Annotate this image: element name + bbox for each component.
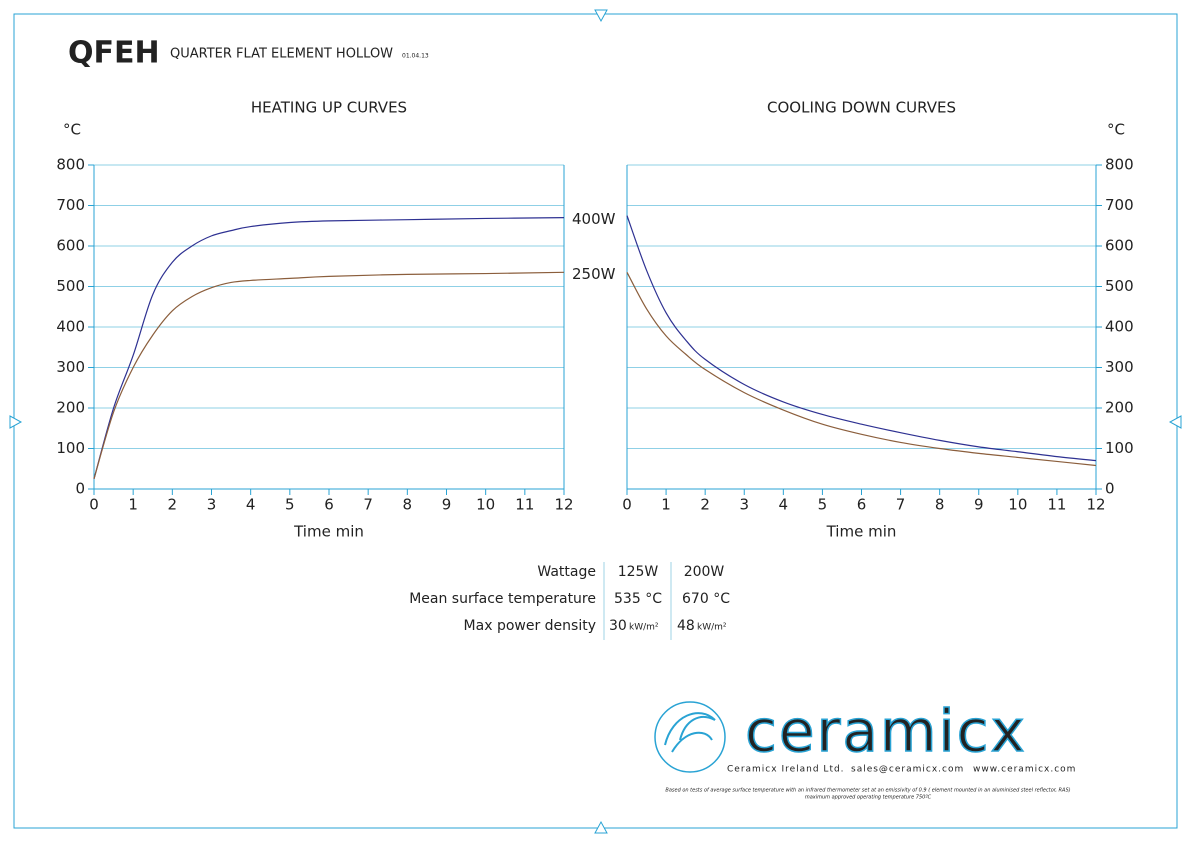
y-tick-label: 600 <box>56 237 85 255</box>
x-axis-label: Time min <box>293 523 364 541</box>
chart-title: HEATING UP CURVES <box>251 99 407 117</box>
y-tick-label: 800 <box>56 156 85 174</box>
subtitle: QUARTER FLAT ELEMENT HOLLOW <box>170 47 393 62</box>
unit: kW/m² <box>697 623 727 633</box>
cell: 30 <box>609 618 627 634</box>
row-label: Max power density <box>464 618 596 634</box>
note: Based on tests of average surface temper… <box>665 788 1070 794</box>
x-tick-label: 1 <box>128 496 138 514</box>
x-tick-label: 4 <box>779 496 789 514</box>
x-tick-label: 12 <box>1086 496 1105 514</box>
y-tick-label: 500 <box>56 277 85 295</box>
series-line <box>93 217 565 480</box>
y-tick-label: 100 <box>56 439 85 457</box>
y-tick-label: 500 <box>1105 277 1134 295</box>
x-tick-label: 12 <box>554 496 573 514</box>
y-tick-label: 0 <box>1105 480 1115 498</box>
email: sales@ceramicx.com <box>851 765 964 775</box>
x-tick-label: 7 <box>896 496 906 514</box>
y-tick-label: 700 <box>56 196 85 214</box>
row-label: Mean surface temperature <box>409 591 596 607</box>
x-tick-label: 10 <box>476 496 495 514</box>
x-axis-label: Time min <box>826 523 897 541</box>
y-tick-label: 400 <box>1105 318 1134 336</box>
x-tick-label: 2 <box>700 496 710 514</box>
series-line <box>626 272 1097 467</box>
y-tick-label: 700 <box>1105 196 1134 214</box>
x-tick-label: 9 <box>974 496 984 514</box>
y-tick-label: 800 <box>1105 156 1134 174</box>
y-tick-label: 0 <box>75 480 85 498</box>
series-line <box>93 271 565 480</box>
x-tick-label: 8 <box>403 496 413 514</box>
x-tick-label: 0 <box>89 496 99 514</box>
series-label: 250W <box>572 265 616 283</box>
marker <box>9 415 23 429</box>
x-tick-label: 9 <box>442 496 452 514</box>
x-tick-label: 7 <box>363 496 373 514</box>
x-tick-label: 0 <box>622 496 632 514</box>
logo-circle <box>654 701 726 773</box>
x-tick-label: 5 <box>285 496 295 514</box>
code: QFEH <box>68 36 160 71</box>
note: maximum approved operating temperature 7… <box>805 795 932 801</box>
x-tick-label: 5 <box>818 496 828 514</box>
logo-wave <box>664 712 716 753</box>
x-tick-label: 3 <box>739 496 749 514</box>
x-tick-label: 3 <box>207 496 217 514</box>
y-tick-label: 600 <box>1105 237 1134 255</box>
web: www.ceramicx.com <box>973 765 1076 775</box>
cell: 670 °C <box>682 591 730 607</box>
cell: 535 °C <box>614 591 662 607</box>
x-tick-label: 11 <box>1047 496 1066 514</box>
x-tick-label: 10 <box>1008 496 1027 514</box>
y-tick-label: 300 <box>56 358 85 376</box>
brand: ceramicx <box>745 697 1027 765</box>
x-tick-label: 6 <box>857 496 867 514</box>
y-tick-label: 100 <box>1105 439 1134 457</box>
series-label: 400W <box>572 210 616 228</box>
logo: ceramicx Ceramicx Ireland Ltd. sales@cer… <box>654 696 1076 801</box>
marker <box>1168 415 1182 429</box>
marker <box>594 820 608 834</box>
y-tick-label: 200 <box>1105 399 1134 417</box>
y-axis-label: °C <box>63 121 81 139</box>
x-tick-label: 6 <box>324 496 334 514</box>
cell: 48 <box>677 618 695 634</box>
company: Ceramicx Ireland Ltd. <box>727 765 845 775</box>
x-tick-label: 11 <box>515 496 534 514</box>
unit: kW/m² <box>629 623 659 633</box>
marker <box>594 9 608 23</box>
y-axis-label: °C <box>1107 121 1125 139</box>
x-tick-label: 4 <box>246 496 256 514</box>
cell: 125W <box>618 564 659 580</box>
cell: 200W <box>684 564 725 580</box>
date: 01.04.13 <box>402 53 429 60</box>
y-tick-label: 300 <box>1105 358 1134 376</box>
x-tick-label: 1 <box>661 496 671 514</box>
y-tick-label: 200 <box>56 399 85 417</box>
table: Wattage 125W 200W Mean surface temperatu… <box>409 562 730 640</box>
chart-title: COOLING DOWN CURVES <box>767 99 956 117</box>
x-tick-label: 2 <box>168 496 178 514</box>
y-tick-label: 400 <box>56 318 85 336</box>
x-tick-label: 8 <box>935 496 945 514</box>
row-label: Wattage <box>537 564 596 580</box>
series-line <box>626 215 1097 462</box>
